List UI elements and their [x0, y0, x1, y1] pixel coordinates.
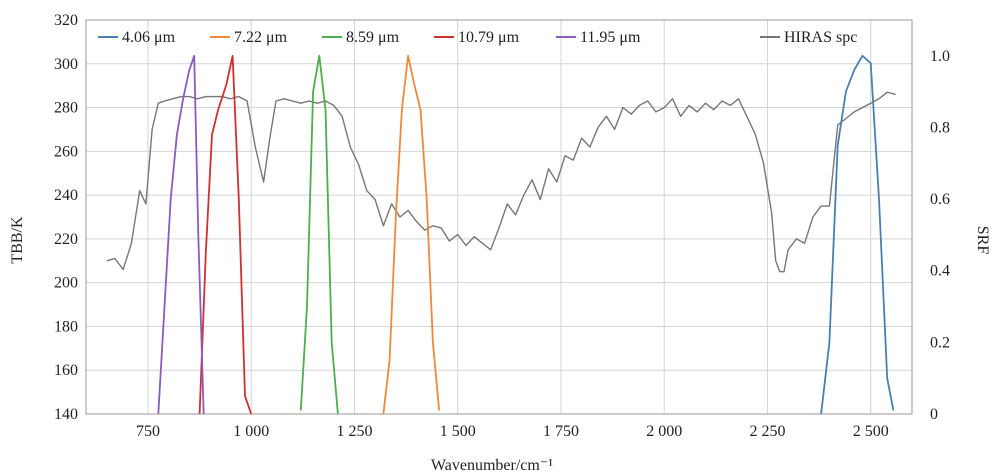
series-line-7-22-m [382, 54, 440, 415]
grid [86, 19, 912, 415]
legend-label-7-22-m: 7.22 μm [234, 29, 288, 46]
left-y-tick-label: 260 [54, 143, 78, 160]
left-y-tick-label: 240 [54, 187, 78, 204]
x-tick-label: 750 [136, 423, 160, 440]
legend-label-4-06-m: 4.06 μm [122, 29, 176, 46]
x-tick-label: 1 250 [336, 423, 372, 440]
x-axis-ticks: 750 1 000 1 250 1 500 1 750 2 000 2 250 2 500 [136, 423, 889, 440]
x-tick-label: 2 250 [749, 423, 785, 440]
right-y-tick-label: 1.0 [930, 48, 950, 65]
left-y-tick-label: 180 [54, 318, 78, 335]
x-tick-label: 2 000 [646, 423, 682, 440]
left-y-tick-label: 280 [54, 100, 78, 117]
left-y-axis-ticks: 140 160 180 200 220 240 260 280 300 320 [54, 12, 78, 423]
legend-label-hiras-spc: HIRAS spc [784, 29, 857, 46]
legend-label-8-59-m: 8.59 μm [346, 29, 400, 46]
series-layer [106, 54, 896, 415]
left-y-tick-label: 220 [54, 231, 78, 248]
legend-label-11-95-m: 11.95 μm [580, 29, 641, 46]
right-y-tick-label: 0.2 [930, 334, 950, 351]
series-line-4-06-m [820, 54, 895, 415]
series-line-8-59-m [299, 54, 339, 415]
x-tick-label: 2 500 [853, 423, 889, 440]
left-y-tick-label: 300 [54, 56, 78, 73]
legend-label-10-79-m: 10.79 μm [458, 29, 520, 46]
left-y-tick-label: 200 [54, 275, 78, 292]
left-y-tick-label: 320 [54, 12, 78, 29]
left-y-tick-label: 160 [54, 362, 78, 379]
series-line-10-79-m [198, 54, 253, 415]
legend: 4.06 μm 7.22 μm 8.59 μm 10.79 μm 11.95 μm HIR… [98, 29, 857, 46]
right-y-axis-ticks: 0 0.2 0.4 0.6 0.8 1.0 [930, 48, 950, 423]
left-y-tick-label: 140 [54, 406, 78, 423]
right-y-tick-label: 0.6 [930, 191, 950, 208]
left-y-axis-label: TBB/K [9, 216, 26, 264]
right-y-tick-label: 0.4 [930, 263, 950, 280]
right-y-tick-label: 0.8 [930, 119, 950, 136]
plot-frame [85, 19, 913, 415]
x-tick-label: 1 750 [543, 423, 579, 440]
series-line-11-95-m [157, 54, 205, 415]
right-y-tick-label: 0 [930, 406, 938, 423]
x-axis-label: Wavenumber/cm⁻¹ [431, 457, 553, 474]
x-tick-label: 1 500 [440, 423, 476, 440]
x-tick-label: 1 000 [233, 423, 269, 440]
right-y-axis-label: SRF [974, 226, 991, 255]
